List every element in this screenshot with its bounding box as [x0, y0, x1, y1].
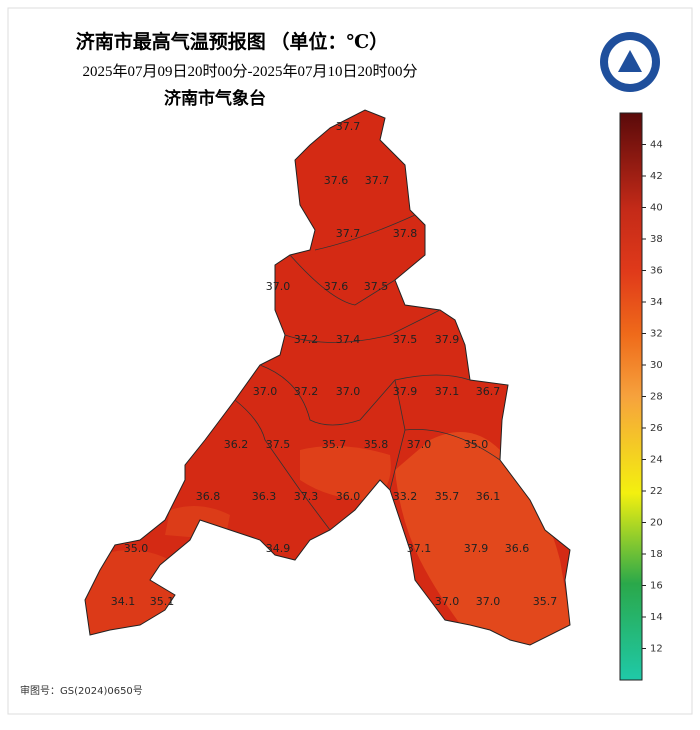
station-value: 36.2	[224, 438, 249, 451]
station-value: 36.7	[476, 385, 501, 398]
colorbar-tick-label: 32	[650, 329, 663, 340]
station-value: 37.8	[393, 227, 418, 240]
station-value: 35.7	[533, 595, 558, 608]
map-subtitle: 2025年07月09日20时00分-2025年07月10日20时00分	[83, 63, 418, 80]
colorbar-tick-label: 34	[650, 297, 663, 308]
station-value: 35.8	[364, 438, 389, 451]
station-value: 35.1	[150, 595, 175, 608]
station-value: 35.7	[435, 490, 460, 503]
station-value: 37.6	[324, 280, 349, 293]
station-value: 37.5	[393, 333, 418, 346]
colorbar-tick-label: 12	[650, 644, 663, 655]
station-value: 37.6	[324, 174, 349, 187]
colorbar-tick-label: 14	[650, 612, 663, 623]
station-value: 37.4	[336, 333, 361, 346]
colorbar-tick-label: 42	[650, 171, 663, 182]
station-value: 34.9	[266, 542, 291, 555]
station-value: 37.3	[294, 490, 319, 503]
colorbar-tick-label: 44	[650, 140, 663, 151]
station-value: 37.0	[266, 280, 291, 293]
station-value: 36.8	[196, 490, 221, 503]
map-outline	[84, 109, 571, 646]
station-value: 37.9	[393, 385, 418, 398]
station-value: 35.0	[464, 438, 489, 451]
station-value: 36.3	[252, 490, 277, 503]
station-value: 34.1	[111, 595, 136, 608]
colorbar-tick-label: 38	[650, 234, 663, 245]
station-value: 37.7	[365, 174, 390, 187]
colorbar-tick-label: 18	[650, 549, 663, 560]
colorbar-tick-label: 36	[650, 266, 663, 277]
station-value: 36.0	[336, 490, 361, 503]
station-value: 37.5	[266, 438, 291, 451]
station-value: 37.1	[407, 542, 432, 555]
footer: 审图号：GS(2024)0650号	[20, 684, 143, 697]
district-borders	[234, 214, 501, 531]
station-value: 37.0	[476, 595, 501, 608]
colorbar-tick-label: 26	[650, 423, 663, 434]
frame	[7, 7, 693, 715]
colorbar-tick-label: 22	[650, 486, 663, 497]
station-value: 37.1	[435, 385, 460, 398]
station-value: 37.2	[294, 385, 319, 398]
station-value: 37.9	[435, 333, 460, 346]
agency: 济南市气象台	[164, 88, 266, 108]
colorbar-tick-label: 30	[650, 360, 663, 371]
station-value: 35.0	[124, 542, 149, 555]
colorbar-tick-label: 24	[650, 455, 663, 466]
colorbar-tick-label: 16	[650, 581, 663, 592]
colorbar	[619, 112, 643, 681]
logo	[600, 32, 660, 92]
station-value: 37.2	[294, 333, 319, 346]
station-value: 37.0	[336, 385, 361, 398]
colorbar-tick-label: 40	[650, 203, 663, 214]
station-value: 37.0	[253, 385, 278, 398]
station-value: 36.6	[505, 542, 530, 555]
station-value: 37.7	[336, 227, 361, 240]
station-value: 37.0	[407, 438, 432, 451]
station-value: 37.5	[364, 280, 389, 293]
station-value: 33.2	[393, 490, 418, 503]
colorbar-tick-label: 28	[650, 392, 663, 403]
station-value: 37.9	[464, 542, 489, 555]
map-title: 济南市最高气温预报图 （单位：℃）	[76, 30, 389, 53]
station-value: 37.0	[435, 595, 460, 608]
colorbar-tick-label: 20	[650, 518, 663, 529]
station-value: 37.7	[336, 120, 361, 133]
station-value: 35.7	[322, 438, 347, 451]
station-value: 36.1	[476, 490, 501, 503]
